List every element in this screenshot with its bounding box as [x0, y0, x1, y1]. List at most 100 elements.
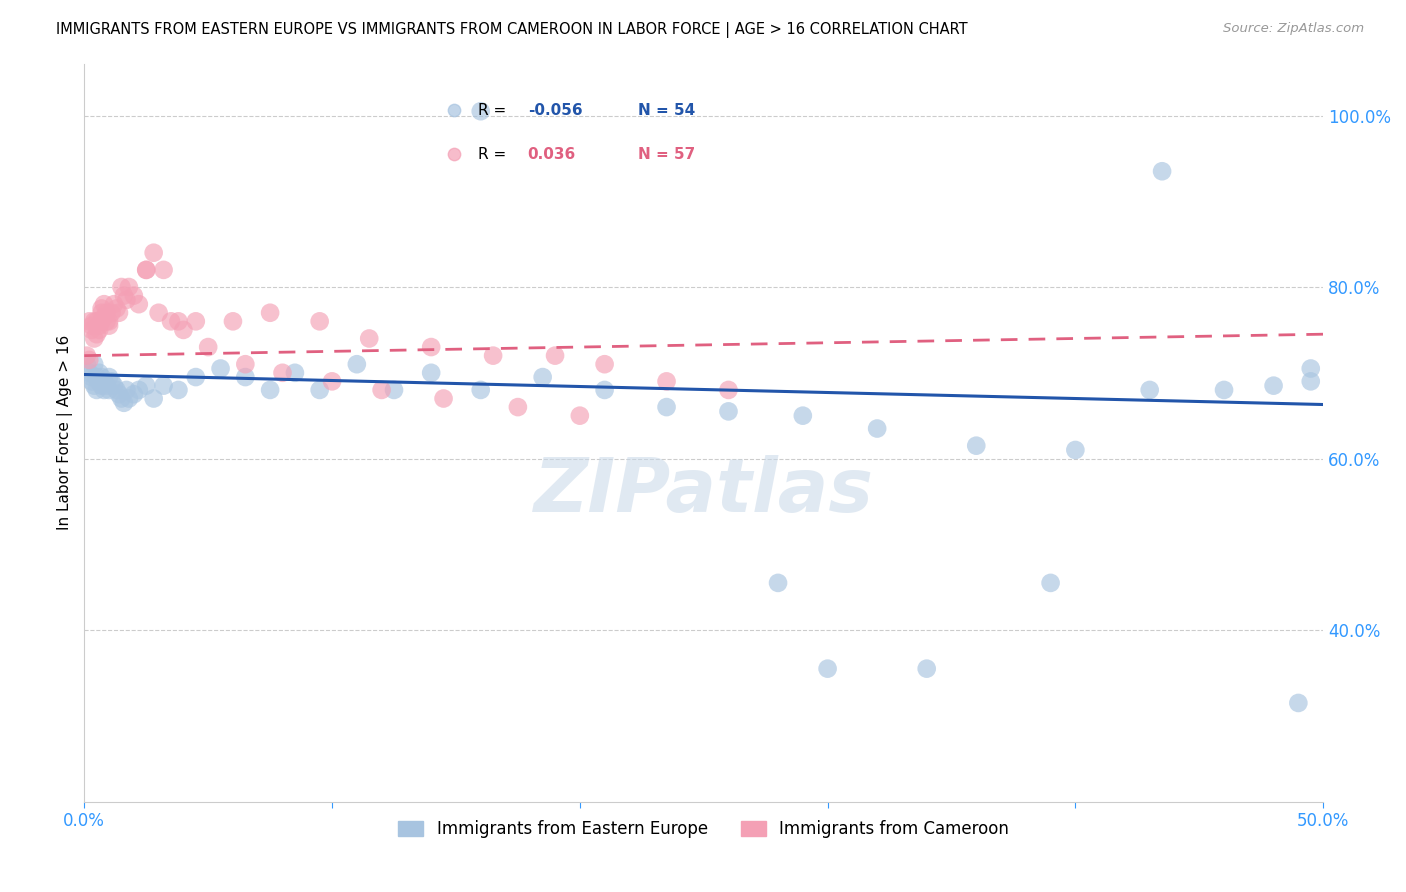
Point: [420, 340, 443, 354]
Point: [90, 370, 112, 384]
Point: [118, 280, 141, 294]
Point: [98, 314, 121, 328]
Point: [142, 245, 165, 260]
Point: [93, 297, 115, 311]
Point: [1139, 383, 1161, 397]
Point: [100, 306, 122, 320]
Point: [1299, 361, 1322, 376]
Point: [717, 383, 740, 397]
Point: [482, 349, 505, 363]
Point: [593, 383, 616, 397]
Point: [77, 366, 100, 380]
Point: [80, 375, 103, 389]
Text: IMMIGRANTS FROM EASTERN EUROPE VS IMMIGRANTS FROM CAMEROON IN LABOR FORCE | AGE : IMMIGRANTS FROM EASTERN EUROPE VS IMMIGR…: [56, 22, 967, 38]
Point: [108, 306, 131, 320]
Point: [77, 353, 100, 368]
Point: [108, 387, 131, 401]
Point: [77, 314, 100, 328]
Point: [531, 370, 554, 384]
Point: [167, 383, 190, 397]
Point: [98, 370, 121, 384]
Point: [544, 349, 567, 363]
Point: [80, 318, 103, 333]
Point: [89, 323, 111, 337]
Point: [766, 575, 789, 590]
Point: [1064, 442, 1087, 457]
Point: [382, 383, 405, 397]
Point: [1152, 164, 1174, 178]
Point: [1213, 383, 1236, 397]
Point: [655, 400, 678, 414]
Point: [184, 370, 207, 384]
Point: [86, 383, 108, 397]
Point: [470, 104, 492, 119]
Point: [148, 306, 170, 320]
Point: [1286, 696, 1309, 710]
Point: [105, 301, 128, 316]
Point: [792, 409, 814, 423]
Point: [259, 383, 281, 397]
Point: [110, 392, 132, 406]
Point: [86, 314, 108, 328]
Point: [152, 378, 174, 392]
Point: [128, 297, 150, 311]
Point: [93, 375, 115, 389]
Point: [817, 662, 839, 676]
Point: [90, 301, 112, 316]
Point: [233, 370, 256, 384]
Text: Source: ZipAtlas.com: Source: ZipAtlas.com: [1223, 22, 1364, 36]
Point: [370, 383, 392, 397]
Point: [655, 375, 678, 389]
Point: [115, 383, 138, 397]
Point: [100, 375, 122, 389]
Point: [142, 392, 165, 406]
Point: [506, 400, 529, 414]
Point: [308, 314, 330, 328]
Point: [118, 392, 141, 406]
Point: [96, 314, 118, 328]
Point: [90, 378, 112, 392]
Point: [184, 314, 207, 328]
Point: [222, 314, 245, 328]
Point: [89, 375, 111, 389]
Point: [135, 263, 157, 277]
Point: [80, 370, 103, 384]
Point: [86, 370, 108, 384]
Point: [80, 323, 103, 337]
Point: [346, 357, 368, 371]
Point: [93, 383, 115, 397]
Point: [90, 314, 112, 328]
Point: [233, 357, 256, 371]
Point: [98, 318, 121, 333]
Point: [110, 280, 132, 294]
Point: [1263, 378, 1285, 392]
Point: [284, 366, 307, 380]
Point: [122, 288, 145, 302]
Point: [135, 378, 157, 392]
Point: [1299, 375, 1322, 389]
Point: [420, 366, 443, 380]
Point: [197, 340, 219, 354]
Point: [308, 383, 330, 397]
Point: [593, 357, 616, 371]
Point: [83, 357, 105, 371]
Point: [112, 288, 135, 302]
Point: [160, 314, 183, 328]
Point: [76, 357, 98, 371]
Point: [470, 383, 492, 397]
Point: [112, 396, 135, 410]
Point: [96, 378, 118, 392]
Point: [86, 327, 108, 342]
Point: [359, 331, 381, 345]
Point: [90, 306, 112, 320]
Point: [167, 314, 190, 328]
Point: [83, 314, 105, 328]
Point: [568, 409, 591, 423]
Point: [717, 404, 740, 418]
Point: [259, 306, 281, 320]
Point: [76, 349, 98, 363]
Point: [105, 383, 128, 397]
Point: [89, 366, 111, 380]
Point: [209, 361, 232, 376]
Point: [89, 318, 111, 333]
